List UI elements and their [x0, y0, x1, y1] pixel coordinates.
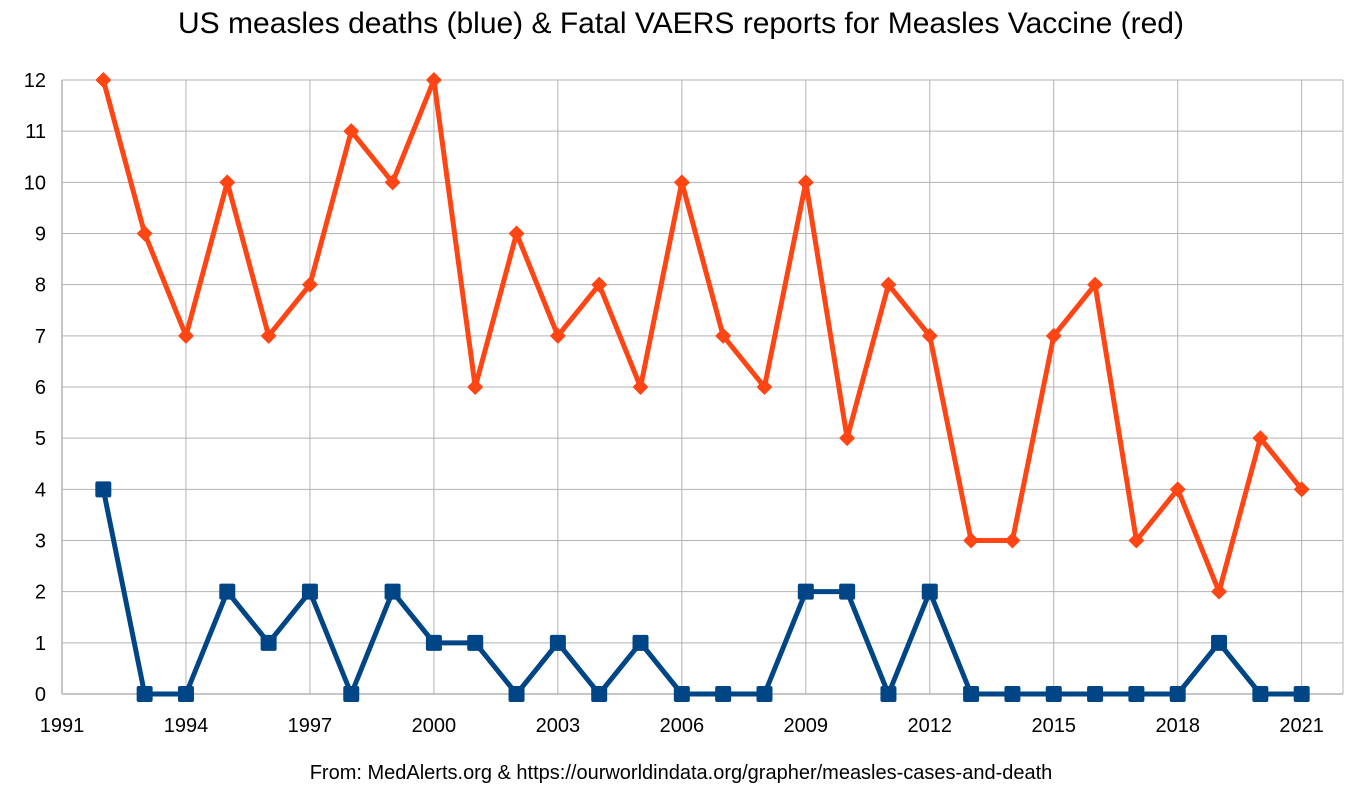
x-tick-label: 2018 — [1155, 715, 1200, 737]
x-tick-label: 1997 — [288, 715, 333, 737]
data-point-diamond — [1211, 583, 1228, 600]
y-tick-label: 3 — [35, 531, 46, 553]
data-point-diamond — [219, 174, 236, 191]
data-point-square — [715, 686, 732, 702]
y-tick-label: 6 — [35, 377, 46, 399]
x-tick-label: 2000 — [412, 715, 457, 737]
x-tick-label: 1994 — [164, 715, 209, 737]
data-point-square — [260, 634, 277, 651]
grid-lines — [61, 79, 1344, 694]
chart-title: US measles deaths (blue) & Fatal VAERS r… — [178, 7, 1184, 40]
data-point-square — [508, 686, 525, 702]
data-point-diamond — [1128, 532, 1145, 549]
data-point-diamond — [1252, 430, 1269, 447]
data-point-square — [1087, 686, 1104, 702]
y-tick-label: 2 — [35, 582, 46, 604]
data-point-diamond — [425, 72, 442, 88]
data-point-diamond — [1004, 532, 1021, 549]
data-point-square — [219, 583, 236, 600]
y-tick-label: 1 — [35, 633, 46, 655]
data-point-diamond — [963, 532, 980, 549]
data-point-diamond — [880, 276, 897, 293]
data-point-square — [1252, 686, 1269, 702]
data-point-diamond — [95, 72, 112, 88]
data-point-diamond — [632, 379, 649, 395]
data-point-diamond — [839, 430, 856, 447]
data-point-square — [1045, 686, 1062, 702]
data-point-square — [343, 686, 360, 702]
data-point-square — [673, 686, 690, 702]
x-tick-labels: 1991 1994 1997 2000 2003 2006 2009 2012 2015 2018… — [40, 715, 1324, 737]
data-point-square — [177, 686, 194, 702]
data-point-diamond — [549, 327, 566, 344]
y-tick-label: 4 — [35, 479, 46, 501]
data-point-square — [467, 634, 484, 651]
x-tick-label: 2006 — [660, 715, 705, 737]
data-point-diamond — [1045, 327, 1062, 344]
data-point-square — [1169, 686, 1186, 702]
data-point-diamond — [591, 276, 608, 293]
data-point-square — [1211, 634, 1228, 651]
data-point-square — [384, 583, 401, 600]
x-tick-label: 2012 — [908, 715, 953, 737]
data-point-diamond — [136, 225, 153, 242]
data-point-diamond — [715, 327, 732, 344]
x-tick-label: 2009 — [784, 715, 829, 737]
data-point-diamond — [384, 174, 401, 191]
data-point-square — [880, 686, 897, 702]
y-tick-label: 12 — [24, 70, 46, 92]
data-point-square — [549, 634, 566, 651]
chart-source-note: From: MedAlerts.org & https://ourworldin… — [309, 762, 1053, 784]
data-point-square — [1004, 686, 1021, 702]
data-point-diamond — [1087, 276, 1104, 293]
x-tick-label: 2003 — [536, 715, 581, 737]
data-point-square — [963, 686, 980, 702]
data-point-diamond — [260, 327, 277, 344]
data-point-square — [797, 583, 814, 600]
x-tick-label: 2021 — [1279, 715, 1324, 737]
series-line-0 — [100, 77, 1304, 595]
data-point-square — [921, 583, 938, 600]
data-point-diamond — [177, 327, 194, 344]
y-tick-label: 0 — [35, 684, 46, 706]
data-point-diamond — [301, 276, 318, 293]
data-point-diamond — [343, 123, 360, 140]
x-tick-label: 1991 — [40, 715, 85, 737]
x-tick-label: 2015 — [1031, 715, 1076, 737]
data-point-diamond — [756, 379, 773, 395]
data-point-square — [756, 686, 773, 702]
data-point-diamond — [797, 174, 814, 191]
y-tick-label: 9 — [35, 224, 46, 246]
data-point-diamond — [673, 174, 690, 191]
data-point-square — [1293, 686, 1310, 702]
data-point-square — [95, 481, 112, 498]
data-point-diamond — [921, 327, 938, 344]
series-markers — [95, 72, 1310, 702]
y-tick-label: 5 — [35, 428, 46, 450]
data-point-square — [1128, 686, 1145, 702]
y-tick-label: 10 — [24, 172, 46, 194]
data-point-diamond — [467, 379, 484, 395]
data-point-square — [839, 583, 856, 600]
y-tick-label: 11 — [25, 121, 46, 143]
data-point-square — [136, 686, 153, 702]
y-tick-label: 7 — [35, 326, 46, 348]
data-point-square — [425, 634, 442, 651]
y-tick-label: 8 — [35, 275, 46, 297]
data-point-diamond — [1293, 481, 1310, 498]
data-point-square — [301, 583, 318, 600]
data-point-diamond — [1169, 481, 1186, 498]
data-point-square — [632, 634, 649, 651]
data-point-diamond — [508, 225, 525, 242]
data-point-square — [591, 686, 608, 702]
